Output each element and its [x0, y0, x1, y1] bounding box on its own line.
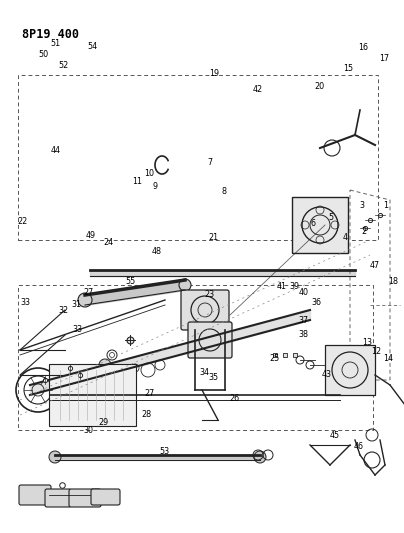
Text: 12: 12 — [370, 348, 381, 356]
FancyBboxPatch shape — [45, 489, 71, 507]
Text: 6: 6 — [311, 220, 316, 228]
Circle shape — [78, 293, 92, 307]
Text: 54: 54 — [87, 43, 97, 51]
Text: 13: 13 — [363, 338, 372, 347]
Text: 15: 15 — [343, 64, 354, 72]
Text: 9: 9 — [153, 182, 158, 191]
Text: 5: 5 — [329, 213, 334, 222]
Text: 43: 43 — [322, 370, 331, 378]
FancyBboxPatch shape — [325, 345, 375, 395]
Text: 27: 27 — [83, 288, 93, 296]
FancyBboxPatch shape — [19, 485, 51, 505]
Text: 51: 51 — [50, 39, 61, 48]
Text: 39: 39 — [289, 282, 299, 291]
FancyBboxPatch shape — [91, 489, 120, 505]
Text: 11: 11 — [133, 177, 142, 185]
Text: 3: 3 — [359, 201, 364, 209]
Text: 7: 7 — [208, 158, 213, 167]
Text: 28: 28 — [141, 410, 152, 419]
Text: 23: 23 — [204, 290, 215, 298]
Text: 10: 10 — [145, 169, 154, 177]
Text: 14: 14 — [384, 354, 393, 362]
Text: 33: 33 — [20, 298, 30, 307]
Text: 42: 42 — [252, 85, 263, 94]
Text: 21: 21 — [208, 233, 219, 241]
Text: 27: 27 — [144, 389, 155, 398]
FancyBboxPatch shape — [188, 322, 232, 358]
Circle shape — [179, 279, 191, 291]
Text: 31: 31 — [71, 301, 81, 309]
Text: 38: 38 — [299, 330, 309, 339]
Text: 37: 37 — [299, 317, 309, 325]
Text: 8: 8 — [222, 188, 227, 196]
Text: 16: 16 — [359, 44, 368, 52]
Text: 33: 33 — [73, 325, 82, 334]
Text: 18: 18 — [388, 277, 398, 286]
Text: 29: 29 — [98, 418, 108, 426]
Text: 2: 2 — [361, 228, 366, 236]
Text: 41: 41 — [277, 282, 287, 291]
Text: 50: 50 — [38, 50, 49, 59]
Text: 45: 45 — [329, 432, 340, 440]
Text: 53: 53 — [160, 448, 170, 456]
Text: 47: 47 — [370, 261, 380, 270]
FancyBboxPatch shape — [49, 364, 136, 426]
Text: 26: 26 — [229, 394, 240, 403]
Circle shape — [49, 451, 61, 463]
FancyBboxPatch shape — [181, 290, 229, 330]
Text: 44: 44 — [51, 146, 61, 155]
Text: 34: 34 — [199, 368, 209, 376]
Text: 17: 17 — [379, 54, 389, 63]
Text: 22: 22 — [17, 217, 27, 225]
Text: 24: 24 — [103, 238, 114, 247]
Text: 36: 36 — [311, 298, 321, 307]
Text: 49: 49 — [86, 231, 96, 240]
FancyBboxPatch shape — [69, 489, 101, 507]
Text: 35: 35 — [208, 373, 219, 382]
Text: 55: 55 — [125, 277, 135, 286]
Text: 32: 32 — [59, 306, 69, 314]
Text: 20: 20 — [314, 82, 324, 91]
Text: 48: 48 — [152, 247, 162, 256]
Text: 25: 25 — [269, 354, 280, 362]
Text: 46: 46 — [354, 442, 364, 451]
Text: 52: 52 — [59, 61, 69, 69]
Text: 1: 1 — [383, 201, 388, 209]
Text: 19: 19 — [209, 69, 219, 78]
Circle shape — [254, 451, 266, 463]
Text: 8P19 400: 8P19 400 — [22, 28, 79, 41]
FancyBboxPatch shape — [292, 197, 348, 253]
Circle shape — [99, 359, 111, 371]
Text: 4: 4 — [343, 233, 348, 241]
Text: 30: 30 — [83, 426, 93, 435]
Text: 40: 40 — [299, 288, 309, 296]
